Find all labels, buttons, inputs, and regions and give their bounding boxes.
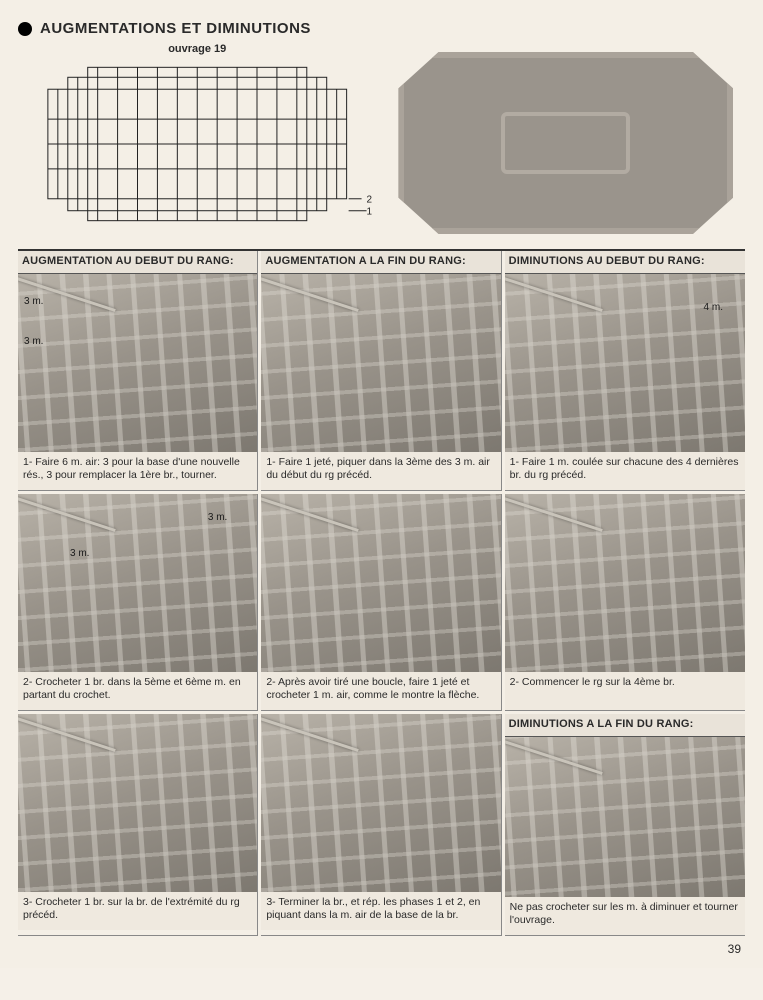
caption-r2c3: 2- Commencer le rg sur la 4ème br. — [505, 672, 745, 710]
instruction-grid: AUGMENTATION AU DEBUT DU RANG: 3 m. 3 m.… — [18, 249, 745, 936]
photo-r2c1: 3 m. 3 m. — [18, 494, 257, 672]
caption-r1c3: 1- Faire 1 m. coulée sur chacune des 4 d… — [505, 452, 745, 490]
caption-r2c1: 2- Crocheter 1 br. dans la 5ème et 6ème … — [18, 672, 257, 710]
top-area: ouvrage 19 — [18, 43, 745, 243]
caption-r3c2: 3- Terminer la br., et rép. les phases 1… — [261, 892, 500, 930]
anno-r1c1-a: 3 m. — [22, 296, 45, 307]
doily-shape — [398, 52, 733, 234]
diagram-row-2: 2 — [367, 195, 373, 206]
photo-r3c1 — [18, 714, 257, 892]
photo-r2c2 — [261, 494, 500, 672]
col-header-3: DIMINUTIONS AU DEBUT DU RANG: — [505, 251, 745, 274]
page-number: 39 — [18, 936, 745, 956]
anno-r1c1-b: 3 m. — [22, 336, 45, 347]
col-header-1: AUGMENTATION AU DEBUT DU RANG: — [18, 251, 257, 274]
doily-center — [501, 112, 630, 173]
cell-r2c2: 2- Après avoir tiré une boucle, faire 1 … — [261, 494, 501, 711]
caption-r1c1: 1- Faire 6 m. air: 3 pour la base d'une … — [18, 452, 257, 490]
cell-r1c1: AUGMENTATION AU DEBUT DU RANG: 3 m. 3 m.… — [18, 251, 258, 491]
col-header-2: AUGMENTATION A LA FIN DU RANG: — [261, 251, 500, 274]
anno-r2c1-b: 3 m. — [68, 548, 91, 559]
cell-r3c3: DIMINUTIONS A LA FIN DU RANG: Ne pas cro… — [505, 714, 745, 936]
photo-r1c1: 3 m. 3 m. — [18, 274, 257, 452]
caption-r3c1: 3- Crocheter 1 br. sur la br. de l'extré… — [18, 892, 257, 930]
finished-sample — [387, 43, 746, 243]
page: AUGMENTATIONS ET DIMINUTIONS ouvrage 19 — [0, 0, 763, 968]
cell-r2c3: 2- Commencer le rg sur la 4ème br. — [505, 494, 745, 711]
photo-r3c2 — [261, 714, 500, 892]
photo-r1c3: 4 m. — [505, 274, 745, 452]
main-title: AUGMENTATIONS ET DIMINUTIONS — [40, 20, 311, 37]
photo-r2c3 — [505, 494, 745, 672]
diagram-label: ouvrage 19 — [18, 43, 377, 55]
caption-r1c2: 1- Faire 1 jeté, piquer dans la 3ème des… — [261, 452, 500, 490]
bullet-icon — [18, 22, 32, 36]
cell-r2c1: 3 m. 3 m. 2- Crocheter 1 br. dans la 5èm… — [18, 494, 258, 711]
anno-r1c3-a: 4 m. — [702, 302, 725, 313]
diagram-row-1: 1 — [367, 207, 373, 218]
cell-r3c2: 3- Terminer la br., et rép. les phases 1… — [261, 714, 501, 936]
caption-r2c2: 2- Après avoir tiré une boucle, faire 1 … — [261, 672, 500, 710]
anno-r2c1-a: 3 m. — [206, 512, 229, 523]
photo-r1c2 — [261, 274, 500, 452]
col-header-3b: DIMINUTIONS A LA FIN DU RANG: — [505, 714, 745, 737]
cell-r1c3: DIMINUTIONS AU DEBUT DU RANG: 4 m. 1- Fa… — [505, 251, 745, 491]
title-row: AUGMENTATIONS ET DIMINUTIONS — [18, 20, 745, 37]
photo-r3c3 — [505, 737, 745, 897]
cell-r1c2: AUGMENTATION A LA FIN DU RANG: 1- Faire … — [261, 251, 501, 491]
cell-r3c1: 3- Crocheter 1 br. sur la br. de l'extré… — [18, 714, 258, 936]
diagram-svg: 1 2 — [18, 59, 377, 229]
crochet-diagram: ouvrage 19 — [18, 43, 377, 243]
caption-r3c3: Ne pas crocheter sur les m. à diminuer e… — [505, 897, 745, 935]
